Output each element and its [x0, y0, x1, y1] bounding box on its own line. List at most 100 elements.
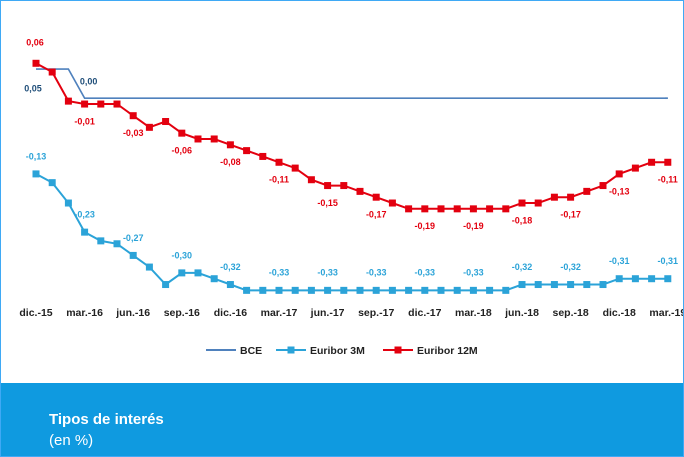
marker	[275, 158, 283, 166]
marker	[469, 205, 477, 213]
data-label: 0,00	[80, 77, 98, 87]
marker	[421, 205, 429, 213]
caption: Tipos de interés (en %)	[1, 383, 683, 456]
marker	[518, 281, 526, 289]
data-label: -0,27	[123, 233, 144, 243]
x-tick-label: jun.-16	[115, 307, 150, 319]
marker	[356, 187, 364, 195]
data-label: -0,33	[463, 268, 484, 278]
data-label: -0,11	[269, 175, 289, 185]
marker	[583, 281, 591, 289]
data-label: -0,01	[74, 116, 95, 126]
x-tick-label: sep.-18	[553, 307, 589, 319]
data-label: -0,31	[609, 256, 630, 266]
chart-subtitle: (en %)	[49, 432, 94, 449]
marker	[113, 240, 121, 248]
x-tick-label: sep.-16	[164, 307, 200, 319]
marker	[534, 281, 542, 289]
marker	[162, 281, 170, 289]
marker	[648, 158, 656, 166]
x-tick-label: jun.-18	[504, 307, 539, 319]
data-label: 0,06	[26, 38, 44, 48]
marker	[550, 193, 558, 201]
marker	[129, 251, 137, 259]
data-label: -0,33	[269, 268, 290, 278]
marker	[178, 129, 186, 137]
marker	[194, 269, 202, 277]
marker	[291, 286, 299, 294]
marker	[113, 100, 121, 108]
data-label: -0,33	[317, 268, 338, 278]
marker	[405, 205, 413, 213]
data-label: -0,18	[512, 215, 533, 225]
marker	[648, 275, 656, 283]
x-tick-label: dic.-18	[603, 307, 636, 319]
marker	[486, 286, 494, 294]
line-0	[36, 68, 668, 99]
line-1	[35, 173, 668, 292]
marker	[324, 182, 332, 190]
data-label: -0,11	[658, 175, 678, 185]
marker	[210, 135, 218, 143]
data-label: -0,03	[123, 128, 144, 138]
chart-title: Tipos de interés	[49, 411, 164, 428]
legend-marker	[287, 346, 295, 354]
data-label: 0,05	[24, 83, 42, 93]
data-label: -0,19	[463, 221, 484, 231]
marker	[469, 286, 477, 294]
data-label: -0,33	[366, 268, 387, 278]
marker	[81, 100, 89, 108]
marker	[226, 281, 234, 289]
x-tick-label: mar.-16	[66, 307, 103, 319]
marker	[97, 100, 105, 108]
marker	[243, 286, 251, 294]
marker	[340, 182, 348, 190]
marker	[486, 205, 494, 213]
data-label: -0,31	[658, 256, 679, 266]
marker	[145, 263, 153, 271]
marker	[615, 275, 623, 283]
marker	[307, 286, 315, 294]
data-label: -0,13	[609, 186, 630, 196]
marker	[437, 205, 445, 213]
marker	[324, 286, 332, 294]
marker	[583, 187, 591, 195]
marker	[226, 141, 234, 149]
data-label: -0,15	[317, 198, 338, 208]
line-2	[35, 62, 668, 210]
marker	[32, 59, 40, 67]
marker	[550, 281, 558, 289]
legend-label: Euribor 12M	[417, 345, 478, 357]
marker	[64, 97, 72, 105]
marker	[81, 228, 89, 236]
data-label: -0,17	[560, 210, 581, 220]
x-tick-label: mar.-17	[261, 307, 298, 319]
marker	[259, 286, 267, 294]
marker	[453, 205, 461, 213]
marker	[453, 286, 461, 294]
data-label: -0,33	[415, 268, 436, 278]
data-label: -0,32	[512, 262, 533, 272]
marker	[48, 179, 56, 187]
marker	[64, 199, 72, 207]
marker	[631, 275, 639, 283]
x-tick-label: mar.-18	[455, 307, 492, 319]
marker	[388, 199, 396, 207]
data-label: -0,32	[220, 262, 241, 272]
marker	[615, 170, 623, 178]
marker	[664, 275, 672, 283]
marker	[421, 286, 429, 294]
x-tick-label: dic.-16	[214, 307, 247, 319]
data-label: -0,23	[74, 210, 95, 220]
marker	[291, 164, 299, 172]
marker	[129, 112, 137, 120]
marker	[502, 205, 510, 213]
data-label: -0,08	[220, 157, 241, 167]
marker	[502, 286, 510, 294]
data-label: -0,30	[172, 250, 193, 260]
marker	[259, 152, 267, 160]
marker	[32, 170, 40, 178]
x-tick-label: sep.-17	[358, 307, 394, 319]
x-tick-label: mar.-19	[649, 307, 683, 319]
